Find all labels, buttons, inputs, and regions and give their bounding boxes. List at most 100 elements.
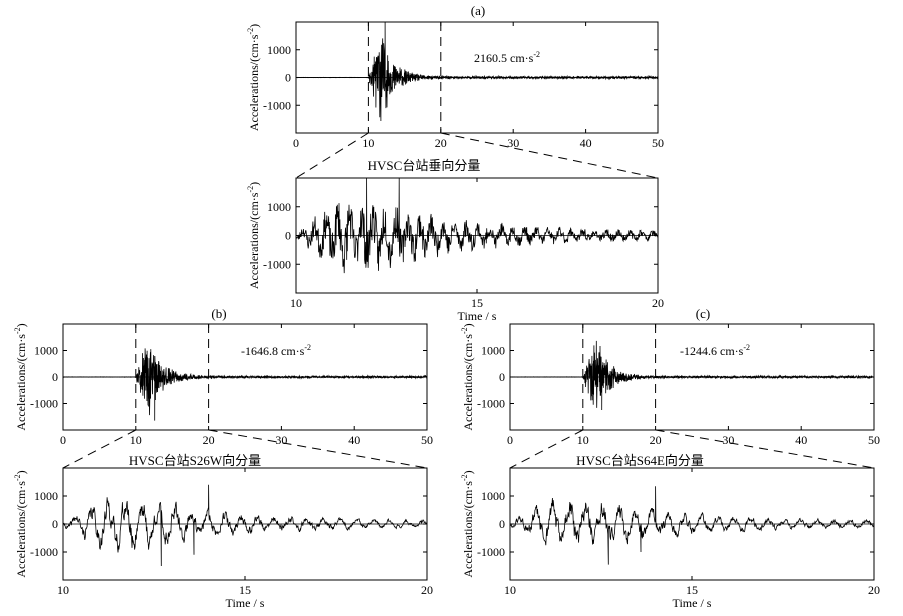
y-tick-label: -1000 bbox=[263, 98, 291, 112]
x-tick-label: 20 bbox=[868, 583, 880, 597]
y-axis-label-text: Accelerations/(cm·s bbox=[461, 481, 475, 578]
y-axis-label: Accelerations/(cm·s-2) bbox=[460, 323, 475, 430]
series-line bbox=[296, 22, 658, 122]
zoom-connector bbox=[440, 132, 659, 179]
panel-label: (c) bbox=[696, 306, 710, 321]
y-axis-label-close: ) bbox=[461, 470, 475, 474]
x-tick-label: 20 bbox=[203, 433, 215, 447]
x-axis-label: Time / s bbox=[673, 596, 712, 610]
x-tick-label: 50 bbox=[868, 433, 880, 447]
y-tick-label: 0 bbox=[285, 229, 291, 243]
y-axis-label-text: Accelerations/(cm·s bbox=[14, 481, 28, 578]
panel-c-zoom: 10 15 20 -1000 0 1000 Accelerations/(cm·s-2) Ti… bbox=[460, 453, 880, 610]
panel-title: HVSC台站垂向分量 bbox=[368, 158, 481, 173]
x-tick-label: 10 bbox=[290, 296, 302, 310]
peak-annotation-sup: -2 bbox=[304, 343, 311, 352]
x-tick-label: 30 bbox=[275, 433, 287, 447]
x-tick-label: 50 bbox=[652, 136, 664, 150]
y-axis-label-text: Accelerations/(cm·s bbox=[247, 34, 261, 131]
x-tick-label: 40 bbox=[580, 136, 592, 150]
y-axis-label: Accelerations/(cm·s-2) bbox=[13, 470, 28, 577]
y-axis-label-sup: -2 bbox=[460, 474, 469, 481]
series-line bbox=[63, 348, 427, 421]
zoom-connector bbox=[509, 429, 584, 469]
x-tick-label: 30 bbox=[722, 433, 734, 447]
y-tick-label: -1000 bbox=[263, 257, 291, 271]
x-tick-label: 0 bbox=[60, 433, 66, 447]
peak-annotation-sup: -2 bbox=[533, 50, 540, 59]
zoom-connector bbox=[655, 429, 875, 469]
x-tick-label: 40 bbox=[795, 433, 807, 447]
y-axis-label: Accelerations/(cm·s-2) bbox=[246, 182, 261, 289]
y-tick-label: 1000 bbox=[34, 489, 58, 503]
panel-label: (b) bbox=[211, 306, 226, 321]
y-tick-label: -1000 bbox=[477, 545, 505, 559]
peak-annotation-text: -1244.6 cm·s bbox=[680, 344, 744, 358]
y-axis-label-sup: -2 bbox=[460, 327, 469, 334]
x-tick-label: 20 bbox=[652, 296, 664, 310]
peak-annotation-sup: -2 bbox=[743, 343, 750, 352]
panel-a-full: 0 10 20 30 40 50 -1000 0 1000 Accelerations/(cm·s… bbox=[246, 3, 664, 179]
series-line bbox=[296, 178, 658, 274]
y-tick-label: -1000 bbox=[477, 397, 505, 411]
panel-b-full: 0 10 20 30 40 50 -1000 0 1000 Accelerations/(cm·s… bbox=[13, 306, 433, 469]
peak-annotation: 2160.5 cm·s-2 bbox=[474, 50, 540, 65]
peak-annotation-text: -1646.8 cm·s bbox=[241, 344, 305, 358]
y-tick-label: 0 bbox=[499, 370, 505, 384]
panel-title: HVSC台站S64E向分量 bbox=[576, 453, 704, 468]
series-line bbox=[63, 484, 427, 567]
x-tick-label: 10 bbox=[504, 583, 516, 597]
y-axis-label-sup: -2 bbox=[13, 474, 22, 481]
peak-annotation-text: 2160.5 cm·s bbox=[474, 51, 534, 65]
x-tick-label: 50 bbox=[421, 433, 433, 447]
y-axis-label-close: ) bbox=[461, 323, 475, 327]
peak-annotation: -1646.8 cm·s-2 bbox=[241, 343, 311, 358]
peak-annotation: -1244.6 cm·s-2 bbox=[680, 343, 750, 358]
x-tick-label: 10 bbox=[57, 583, 69, 597]
panel-label: (a) bbox=[471, 3, 485, 18]
y-axis-label-sup: -2 bbox=[246, 186, 255, 193]
x-tick-label: 20 bbox=[650, 433, 662, 447]
x-tick-label: 30 bbox=[507, 136, 519, 150]
x-tick-label: 15 bbox=[471, 296, 483, 310]
x-tick-label: 10 bbox=[577, 433, 589, 447]
panel-c-full: 0 10 20 30 40 50 -1000 0 1000 Accelerations/(cm·s… bbox=[460, 306, 880, 469]
y-tick-label: -1000 bbox=[30, 545, 58, 559]
panel-a-zoom: 10 15 20 -1000 0 1000 Accelerations/(cm·s-2) Ti… bbox=[246, 158, 664, 323]
x-tick-label: 10 bbox=[362, 136, 374, 150]
panel-b-zoom: 10 15 20 -1000 0 1000 Accelerations/(cm·s-2) Ti… bbox=[13, 453, 433, 610]
series-line bbox=[510, 340, 874, 411]
y-tick-label: 1000 bbox=[481, 489, 505, 503]
x-tick-label: 0 bbox=[507, 433, 513, 447]
zoom-connector bbox=[208, 429, 428, 469]
y-axis-label-text: Accelerations/(cm·s bbox=[247, 192, 261, 289]
x-tick-label: 40 bbox=[348, 433, 360, 447]
y-axis-label: Accelerations/(cm·s-2) bbox=[246, 24, 261, 131]
x-tick-label: 20 bbox=[421, 583, 433, 597]
y-tick-label: 0 bbox=[52, 517, 58, 531]
x-tick-label: 15 bbox=[686, 583, 698, 597]
x-tick-label: 0 bbox=[293, 136, 299, 150]
y-axis-label-close: ) bbox=[247, 24, 261, 28]
y-axis-label-text: Accelerations/(cm·s bbox=[461, 334, 475, 431]
y-tick-label: 1000 bbox=[34, 344, 58, 358]
y-axis-label-text: Accelerations/(cm·s bbox=[14, 334, 28, 431]
y-axis-label-close: ) bbox=[14, 323, 28, 327]
y-axis-label-sup: -2 bbox=[246, 28, 255, 35]
y-axis-label-close: ) bbox=[14, 470, 28, 474]
zoom-connector bbox=[295, 132, 369, 179]
y-axis-label: Accelerations/(cm·s-2) bbox=[13, 323, 28, 430]
x-tick-label: 10 bbox=[130, 433, 142, 447]
y-axis-label: Accelerations/(cm·s-2) bbox=[460, 470, 475, 577]
y-axis-label-sup: -2 bbox=[13, 327, 22, 334]
y-tick-label: 1000 bbox=[267, 43, 291, 57]
y-axis-label-close: ) bbox=[247, 182, 261, 186]
y-tick-label: 0 bbox=[52, 370, 58, 384]
panel-title: HVSC台站S26W向分量 bbox=[129, 453, 261, 468]
x-axis-label: Time / s bbox=[226, 596, 265, 610]
y-tick-label: 1000 bbox=[481, 344, 505, 358]
y-tick-label: -1000 bbox=[30, 397, 58, 411]
series-line bbox=[510, 486, 874, 565]
x-axis-label: Time / s bbox=[458, 309, 497, 323]
